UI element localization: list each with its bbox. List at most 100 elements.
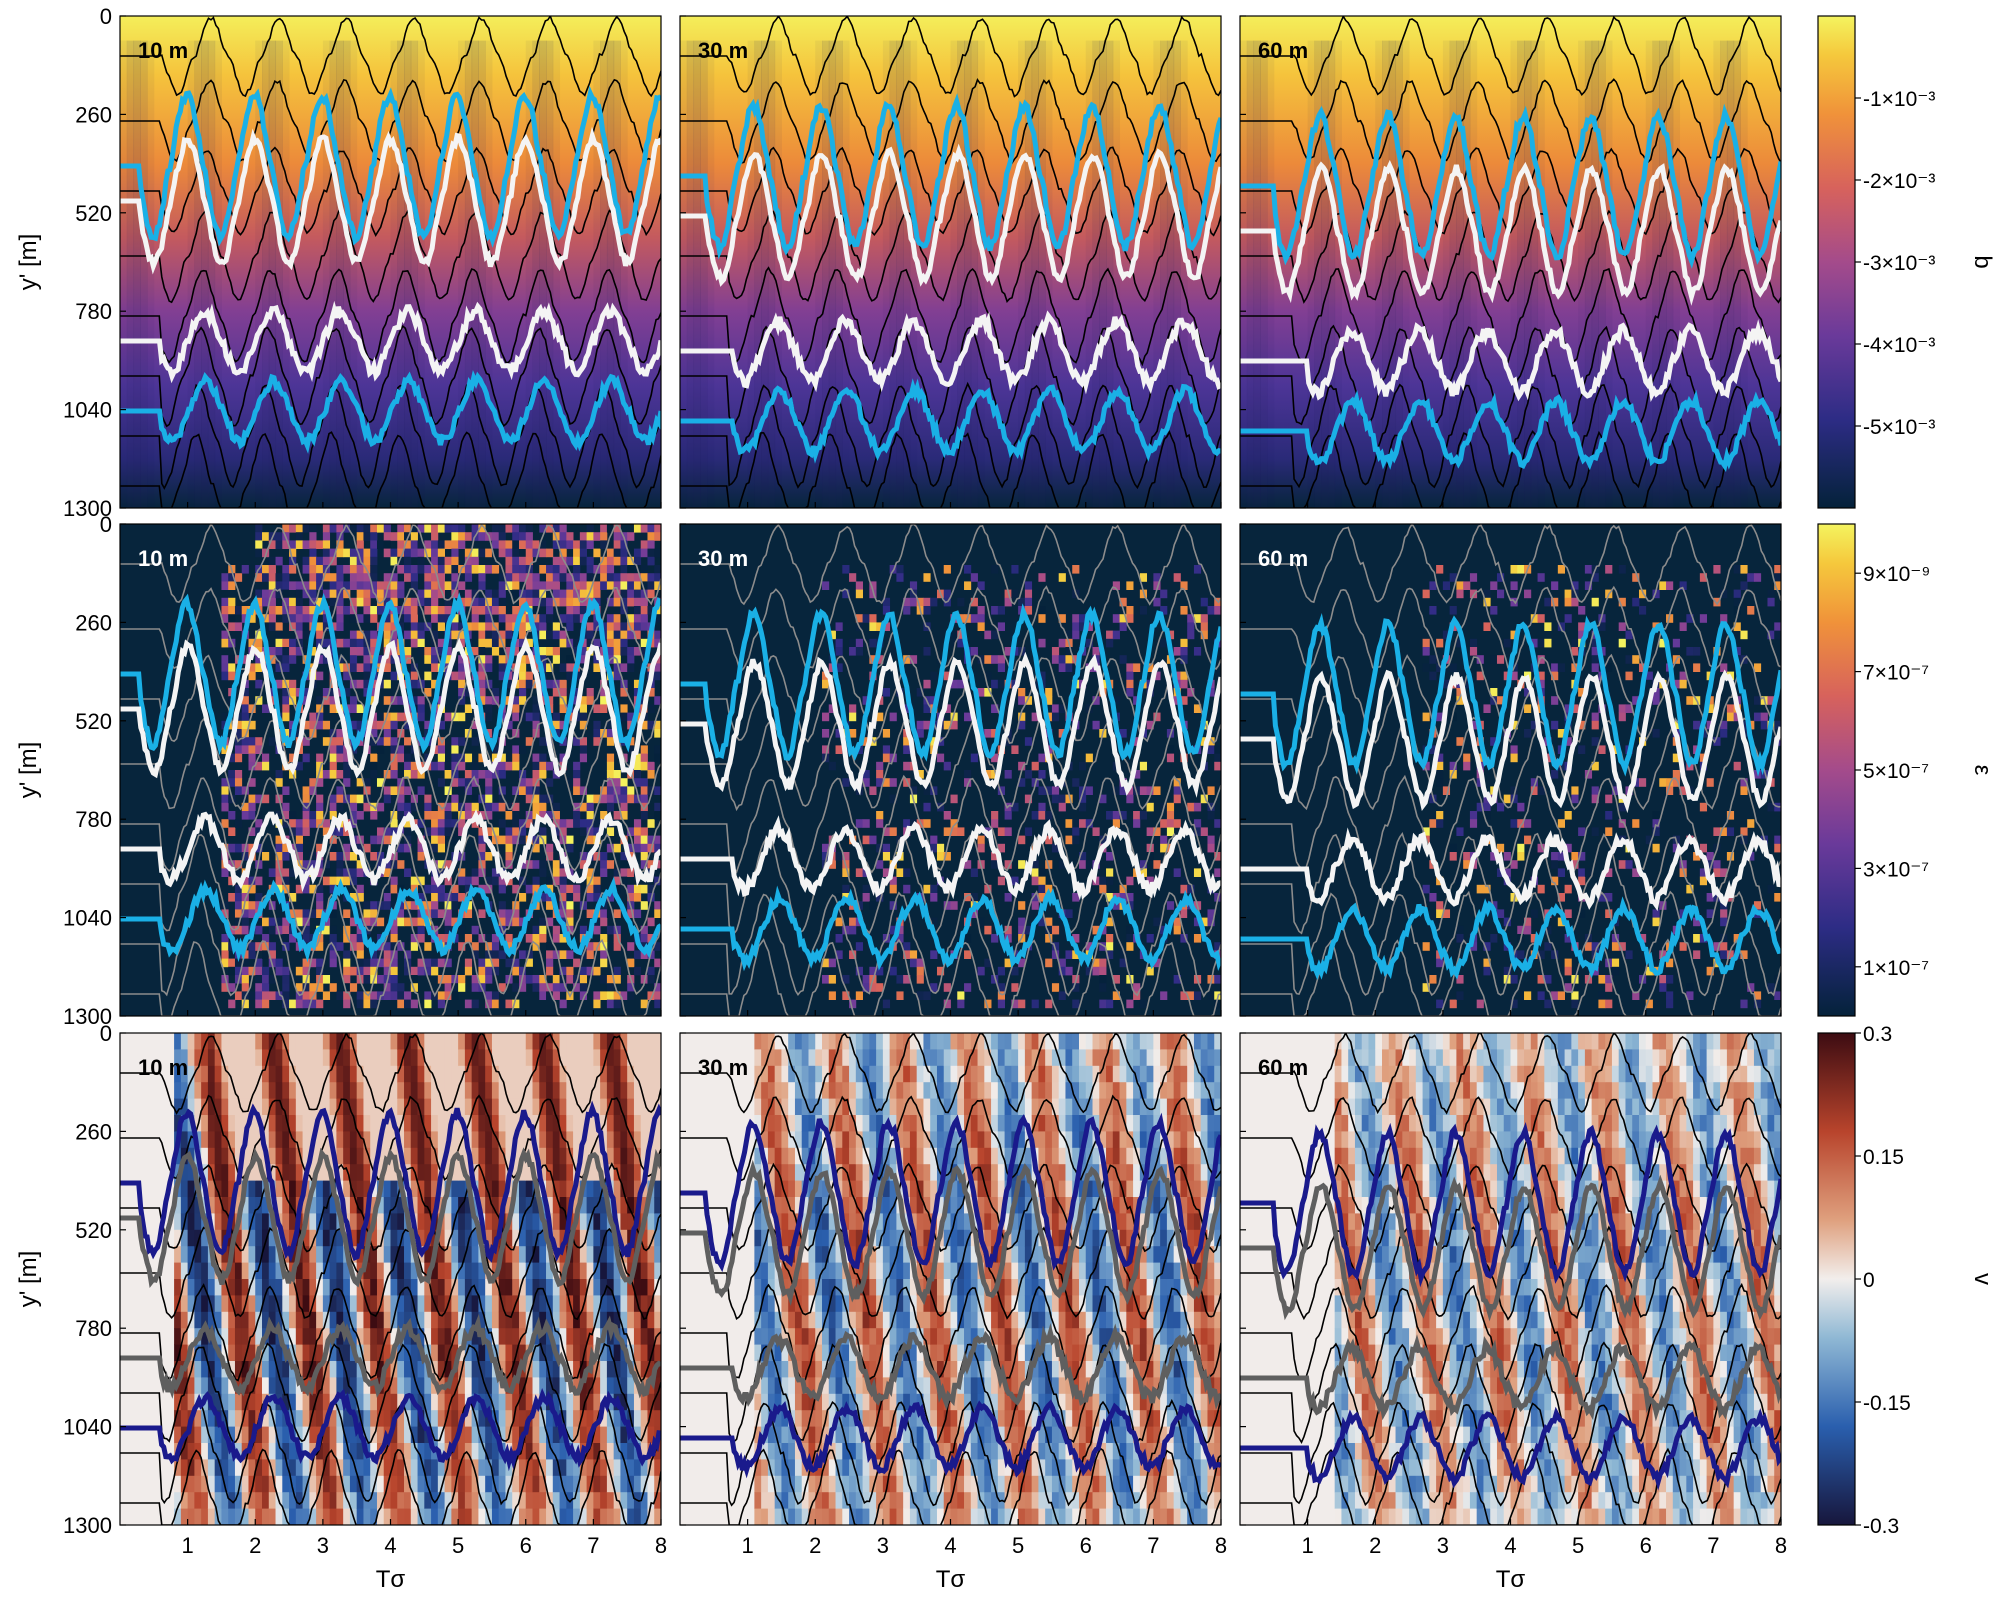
isoline xyxy=(680,429,1221,508)
isoline xyxy=(1240,890,1781,997)
isoline xyxy=(120,939,661,1016)
panel-b-1: 10 m 0 260 520 780 1040 1300 y' [m] xyxy=(15,4,662,521)
isoline xyxy=(120,1342,661,1445)
isoline xyxy=(120,832,661,936)
isoline xyxy=(1240,1033,1781,1115)
colorbar-gradient xyxy=(1817,15,1856,509)
y-tick-label: 1300 xyxy=(63,1004,112,1029)
contour-upper xyxy=(1240,1122,1781,1288)
x-tick-label: 3 xyxy=(1437,1533,1449,1558)
colorbar-v: 0.3 0.15 0 -0.15 -0.3 v xyxy=(1817,1023,1996,1538)
y-tick-label: 1300 xyxy=(63,496,112,521)
isoline xyxy=(680,524,1221,606)
colorbar-label: ε xyxy=(1969,765,1996,776)
contour-lower xyxy=(120,370,661,454)
isoline xyxy=(120,1094,661,1182)
x-tick-label: 1 xyxy=(1302,1533,1314,1558)
colorbar-ε: 9×10⁻⁹ 7×10⁻⁷ 5×10⁻⁷ 3×10⁻⁷ 1×10⁻⁷ ε xyxy=(1817,523,1996,1017)
isoline xyxy=(1240,382,1781,490)
heatmap-field xyxy=(680,524,1221,1016)
colorbar-tick-label: 0.15 xyxy=(1863,1146,1904,1169)
contour-lower xyxy=(1240,896,1781,980)
colorbar-tick-label: 9×10⁻⁹ xyxy=(1863,563,1930,586)
colorbar-gradient xyxy=(1817,1032,1856,1526)
contour-upper xyxy=(680,93,1221,260)
isoline xyxy=(120,324,661,428)
contour-lower xyxy=(120,876,661,963)
panel-label: 10 m xyxy=(138,546,188,571)
contour-lower xyxy=(680,1399,1221,1479)
y-tick-label: 0 xyxy=(100,1021,112,1046)
x-tick-label: 3 xyxy=(317,1533,329,1558)
isoline xyxy=(1240,1282,1781,1382)
x-tick-label: 7 xyxy=(1707,1533,1719,1558)
colorbar-tick-label: -0.15 xyxy=(1863,1392,1911,1415)
colorbar-tick-label: 5×10⁻⁷ xyxy=(1863,760,1929,783)
isoline xyxy=(680,1162,1221,1254)
isoline xyxy=(1240,147,1781,236)
isoline xyxy=(120,146,661,238)
y-tick-label: 780 xyxy=(75,299,112,324)
panel-b-2: 30 m xyxy=(679,15,1222,509)
contour-mid-lower xyxy=(1240,319,1781,403)
isoline xyxy=(680,266,1221,367)
x-tick-label: 7 xyxy=(587,1533,599,1558)
colorbar-label: v xyxy=(1969,1273,1996,1285)
isoline xyxy=(120,1448,661,1525)
x-tick-label: 1 xyxy=(182,1533,194,1558)
y-tick-label: 520 xyxy=(75,709,112,734)
contour-lower xyxy=(1240,389,1781,473)
panel-label: 60 m xyxy=(1258,1055,1308,1080)
contour-upper xyxy=(120,85,661,248)
y-tick-label: 260 xyxy=(75,610,112,635)
panel-ε-3: 60 m xyxy=(1239,523,1782,1017)
isoline xyxy=(120,431,661,508)
contour-mid-lower xyxy=(120,809,661,893)
colorbar-tick-label: -2×10⁻³ xyxy=(1863,170,1935,193)
contour-mid-lower xyxy=(680,815,1221,901)
x-tick-label: 8 xyxy=(655,1533,667,1558)
colorbar-label: b xyxy=(1969,255,1996,268)
heatmap-field xyxy=(1240,524,1781,1016)
heatmap-field xyxy=(1240,16,1781,508)
x-tick-label: 6 xyxy=(520,1533,532,1558)
isoline xyxy=(1240,209,1781,304)
isoline xyxy=(680,938,1221,1016)
colorbar-tick-label: 3×10⁻⁷ xyxy=(1863,858,1929,881)
x-tick-label: 3 xyxy=(877,1533,889,1558)
isoline xyxy=(680,585,1221,672)
colorbar-tick-label: -4×10⁻³ xyxy=(1863,334,1935,357)
isoline xyxy=(680,77,1221,165)
y-tick-label: 0 xyxy=(100,512,112,537)
panel-label: 30 m xyxy=(698,1055,748,1080)
isoline xyxy=(120,524,661,606)
colorbar-tick-label: 0.3 xyxy=(1863,1023,1892,1046)
x-tick-label: 6 xyxy=(1640,1533,1652,1558)
x-tick-label: 2 xyxy=(249,1533,261,1558)
isoline xyxy=(1240,1447,1781,1525)
isoline xyxy=(120,1283,661,1383)
isoline xyxy=(1240,1399,1781,1507)
contour-mid xyxy=(680,1159,1221,1307)
colorbar-tick-label: -5×10⁻³ xyxy=(1863,416,1935,439)
heatmap-field xyxy=(680,1033,1221,1525)
contour-upper xyxy=(1240,103,1781,269)
contour-mid xyxy=(680,143,1221,287)
contour-lower xyxy=(680,378,1221,464)
colorbar-tick-label: 0 xyxy=(1863,1269,1875,1292)
contour-upper xyxy=(680,1112,1221,1273)
isoline xyxy=(1240,16,1781,97)
panel-label: 10 m xyxy=(138,1055,188,1080)
contour-lower xyxy=(1240,1406,1781,1491)
contour-mid xyxy=(120,1147,661,1288)
isoline xyxy=(1240,1341,1781,1446)
heatmap-field xyxy=(120,524,661,1016)
isoline xyxy=(1240,267,1781,366)
isoline xyxy=(1240,324,1781,427)
y-tick-label: 1300 xyxy=(63,1513,112,1538)
colorbar-b: -1×10⁻³ -2×10⁻³ -3×10⁻³ -4×10⁻³ -5×10⁻³ b xyxy=(1817,15,1996,509)
isoline xyxy=(120,78,661,164)
x-tick-label: 5 xyxy=(1572,1533,1584,1558)
x-tick-label: 5 xyxy=(1012,1533,1024,1558)
